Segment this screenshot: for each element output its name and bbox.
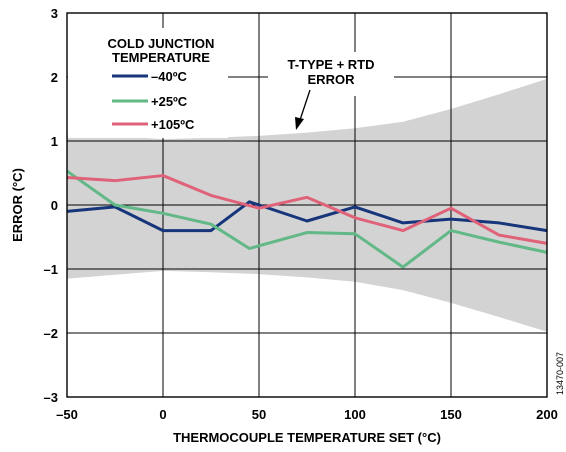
x-tick-label: 200 [536,407,558,422]
y-tick-label: 1 [51,134,58,149]
legend-background [68,28,228,138]
annotation-line2: ERROR [308,72,356,87]
figure-code: 13470-007 [555,352,565,395]
plot-frame [66,12,548,398]
legend-label-plus105: +105ºC [151,117,195,132]
tick-label-layer: –50 0 50 100 150 200 3 2 1 0 –1 –2 –3 [44,6,558,422]
annotation-arrow-shaft [299,89,311,121]
x-tick-label: 150 [440,407,462,422]
series-line-0 [66,200,548,233]
annotation-line1: T-TYPE + RTD [287,57,374,72]
y-tick-label: 2 [51,70,58,85]
y-tick-label: –3 [44,390,58,405]
y-tick-label: 3 [51,6,58,21]
y-tick-label: –1 [44,262,58,277]
legend-label-minus40: –40ºC [151,69,187,84]
x-tick-label: 50 [252,407,266,422]
legend-title-line2: TEMPERATURE [112,50,210,65]
annotation-arrow-head [295,117,304,130]
series-layer [66,169,548,269]
legend-label-plus25: +25ºC [151,94,188,109]
y-tick-label: 0 [51,198,58,213]
series-line-1 [66,169,548,269]
series-line-2 [66,174,548,245]
legend-title-line1: COLD JUNCTION [108,36,215,51]
x-axis-label: THERMOCOUPLE TEMPERATURE SET (°C) [173,430,441,445]
x-tick-label: 100 [344,407,366,422]
y-tick-label: –2 [44,326,58,341]
x-tick-label: –50 [56,407,78,422]
y-axis-label: ERROR (°C) [10,168,25,242]
annotation-background [268,52,394,96]
x-tick-label: 0 [159,407,166,422]
